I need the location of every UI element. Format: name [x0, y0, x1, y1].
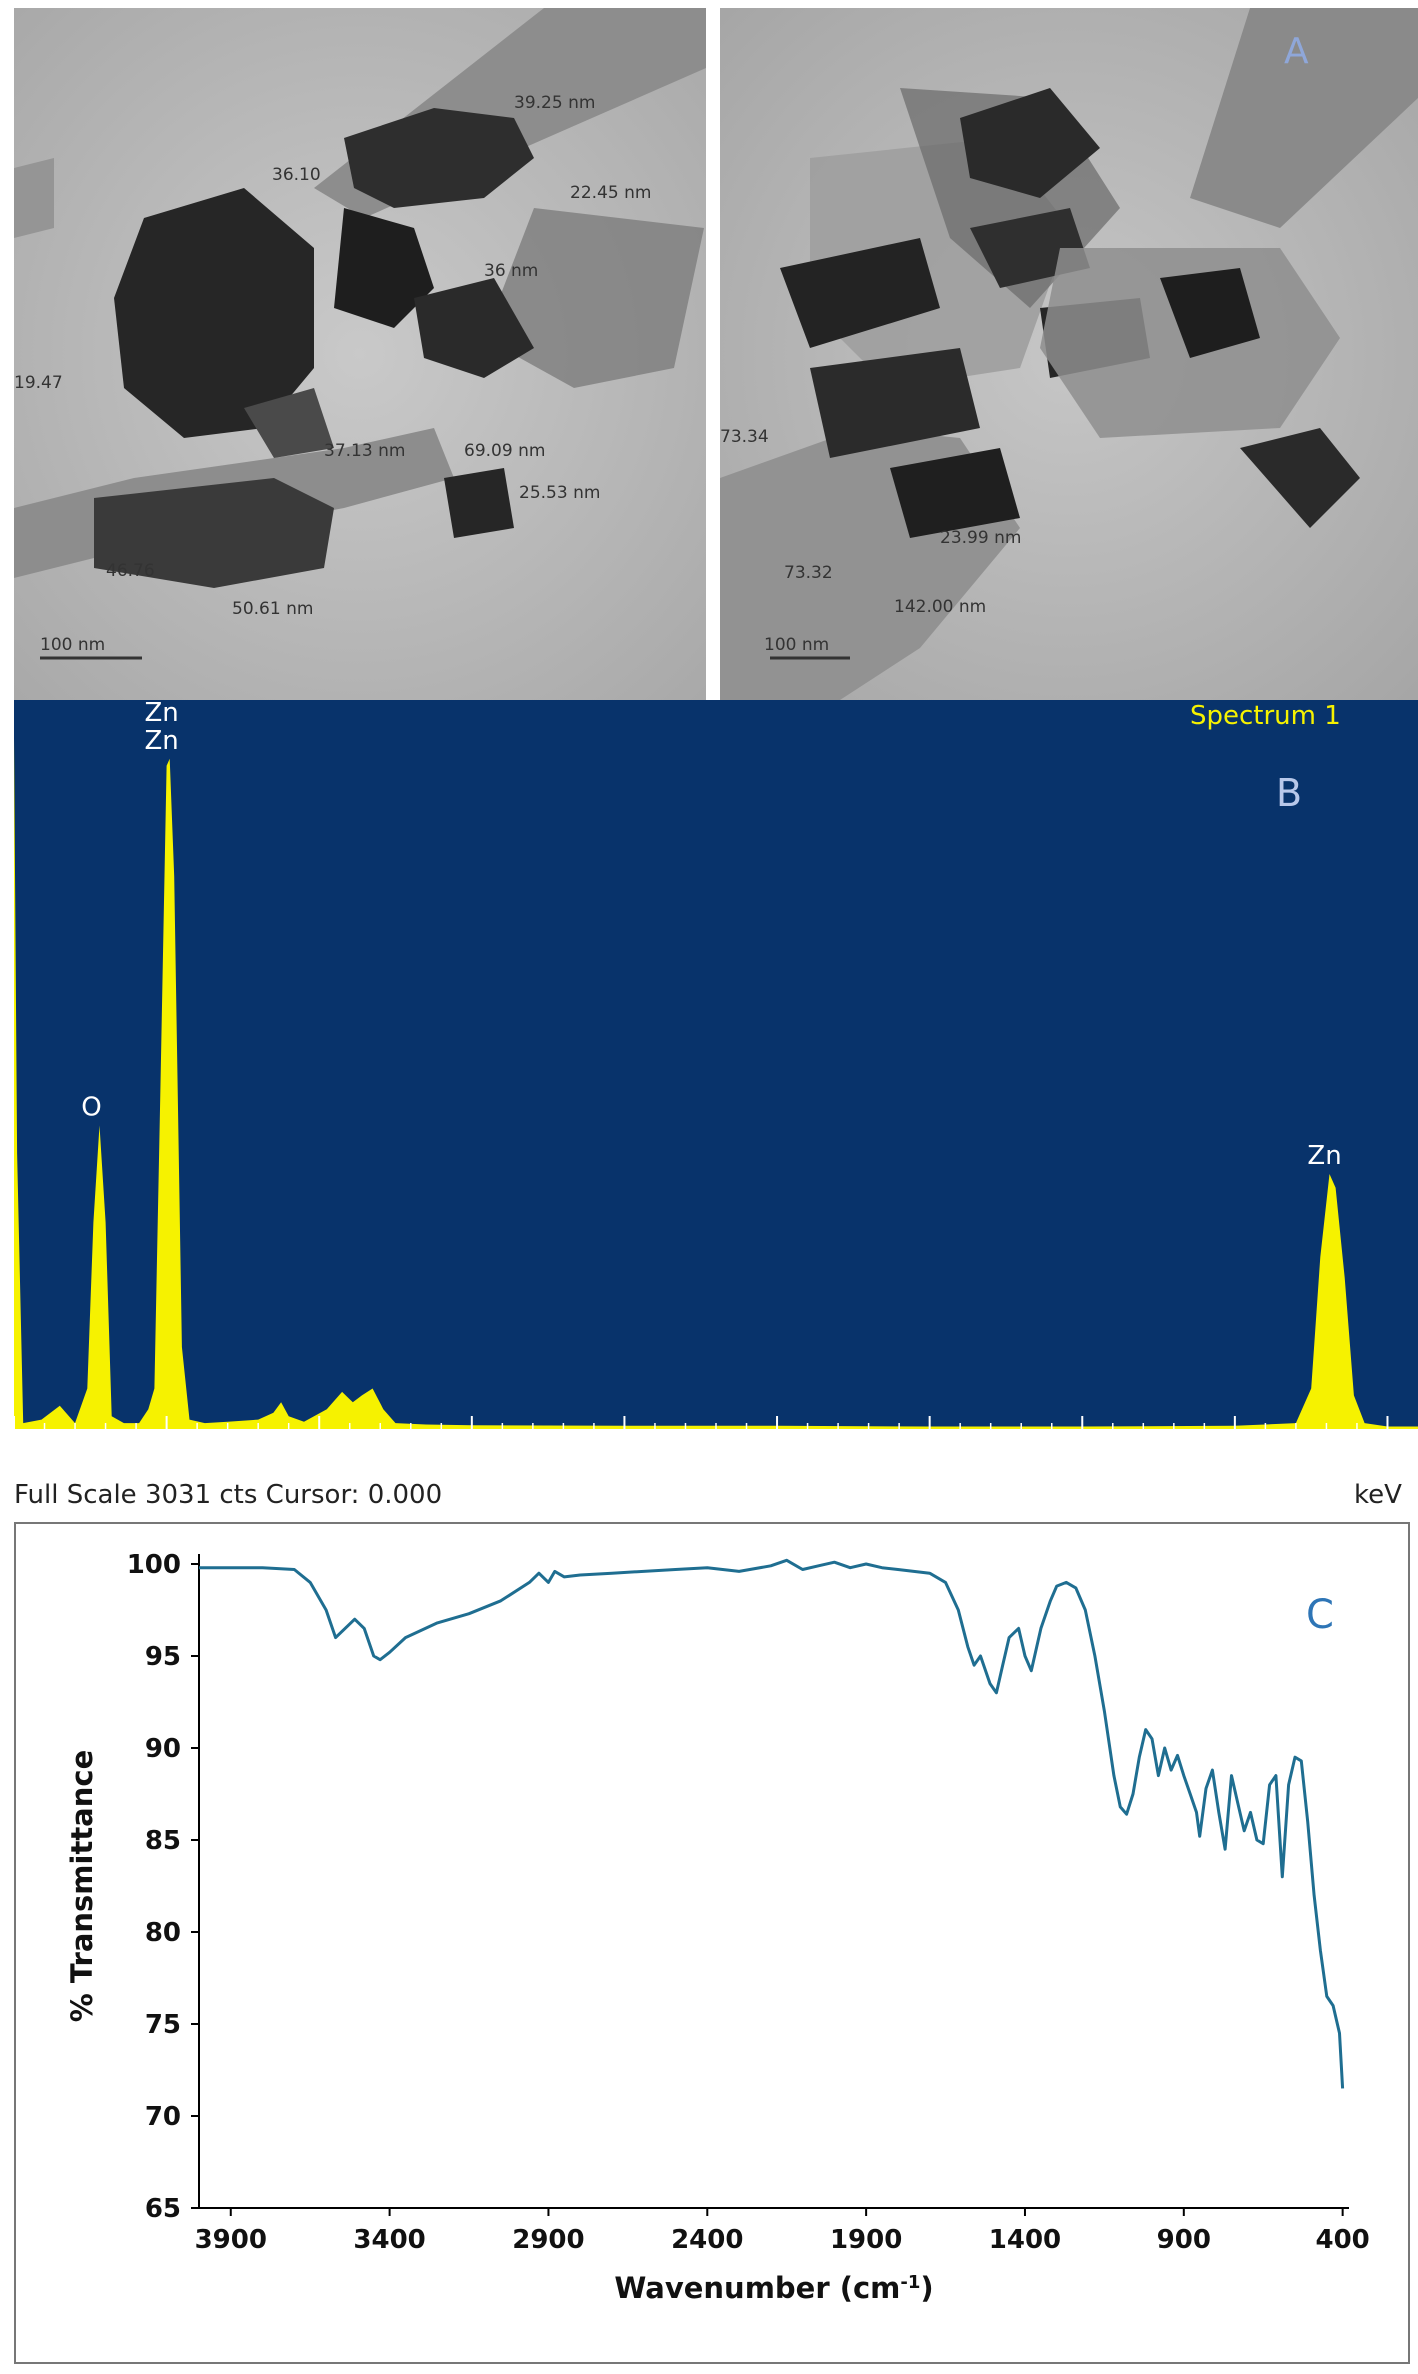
x-axis-label-end: ) [920, 2271, 933, 2305]
ftir-y-tick-label: 90 [145, 1734, 181, 1764]
x-axis-label-sup: -1 [900, 2272, 920, 2293]
eds-tick-label: 3 [464, 1445, 481, 1475]
panel-c-ftir-spectrum: 100 95 90 85 80 75 70 65 3900 3400 2900 2400 1900 140… [14, 1522, 1410, 2364]
ftir-y-tick-label: 80 [145, 1918, 181, 1948]
tem-image-left: 39.25 nm 36.10 22.45 nm 36 nm 19.47 37.1… [14, 8, 706, 700]
svg-text:46.76: 46.76 [106, 561, 155, 581]
ftir-x-tick-label: 400 [1316, 2225, 1370, 2255]
tem-image-right: 73.34 23.99 nm 73.32 142.00 nm 100 nm A [720, 8, 1418, 700]
eds-tick-label: 1 [158, 1445, 175, 1475]
eds-tick-label: 2 [311, 1445, 328, 1475]
panel-label-b: B [1276, 771, 1302, 815]
eds-x-unit: keV [1354, 1480, 1402, 1510]
eds-tick-label: 0 [14, 1445, 22, 1475]
eds-tick-label: 8 [1227, 1445, 1244, 1475]
svg-text:73.34: 73.34 [720, 427, 769, 447]
eds-tick-label: 6 [921, 1445, 938, 1475]
eds-footer: Full Scale 3031 cts Cursor: 0.000 [14, 1480, 442, 1510]
panel-a-tem-images: 39.25 nm 36.10 22.45 nm 36 nm 19.47 37.1… [14, 8, 1418, 700]
ftir-y-tick-label: 75 [145, 2010, 181, 2040]
svg-text:36 nm: 36 nm [484, 261, 538, 281]
svg-text:69.09 nm: 69.09 nm [464, 441, 545, 461]
ftir-x-tick-label: 3400 [353, 2225, 425, 2255]
tem-micrographs: 39.25 nm 36.10 22.45 nm 36 nm 19.47 37.1… [14, 8, 1418, 700]
svg-text:73.32: 73.32 [784, 563, 833, 583]
eds-tick-label: 5 [769, 1445, 786, 1475]
ftir-y-tick-label: 100 [127, 1550, 181, 1580]
eds-tick-label: 9 [1379, 1445, 1396, 1475]
spectrum-label: Spectrum 1 [1190, 701, 1341, 731]
svg-text:36.10: 36.10 [272, 165, 321, 185]
svg-text:19.47: 19.47 [14, 373, 63, 393]
panel-label-a: A [1284, 31, 1309, 72]
ftir-x-tick-label: 1900 [830, 2225, 902, 2255]
svg-text:22.45 nm: 22.45 nm [570, 183, 651, 203]
ftir-frame [14, 1522, 1410, 2364]
x-axis-label-main: Wavenumber (cm [614, 2271, 900, 2305]
peak-label: Zn [145, 700, 179, 728]
eds-tick-label: 7 [1074, 1445, 1091, 1475]
svg-text:23.99 nm: 23.99 nm [940, 528, 1021, 548]
peak-label: Zn [145, 726, 179, 756]
peak-label: O [81, 1093, 101, 1123]
ftir-x-tick-label: 900 [1157, 2225, 1211, 2255]
scale-bar-left-label: 100 nm [40, 635, 105, 655]
ftir-x-tick-label: 2400 [671, 2225, 743, 2255]
eds-plot-background [14, 700, 1418, 1430]
svg-text:39.25 nm: 39.25 nm [514, 93, 595, 113]
ftir-x-tick-label: 2900 [512, 2225, 584, 2255]
ftir-y-tick-label: 65 [145, 2194, 181, 2224]
ftir-x-tick-label: 3900 [195, 2225, 267, 2255]
svg-text:25.53 nm: 25.53 nm [519, 483, 600, 503]
x-axis-label: Wavenumber (cm-1) [614, 2271, 933, 2305]
panel-label-c: C [1306, 1592, 1334, 1638]
svg-text:50.61 nm: 50.61 nm [232, 599, 313, 619]
eds-tick-label: 4 [616, 1445, 633, 1475]
ftir-y-tick-label: 70 [145, 2102, 181, 2132]
ftir-chart: 100 95 90 85 80 75 70 65 3900 3400 2900 2400 1900 140… [14, 1522, 1410, 2364]
ftir-y-tick-label: 85 [145, 1826, 181, 1856]
y-axis-label: % Transmittance [65, 1750, 99, 2022]
svg-text:37.13 nm: 37.13 nm [324, 441, 405, 461]
svg-text:142.00 nm: 142.00 nm [894, 597, 986, 617]
ftir-series-line [199, 1558, 1345, 2089]
peak-label: Zn [1307, 1141, 1341, 1171]
ftir-x-tick-label: 1400 [989, 2225, 1061, 2255]
ftir-y-tick-label: 95 [145, 1642, 181, 1672]
scale-bar-right-label: 100 nm [764, 635, 829, 655]
